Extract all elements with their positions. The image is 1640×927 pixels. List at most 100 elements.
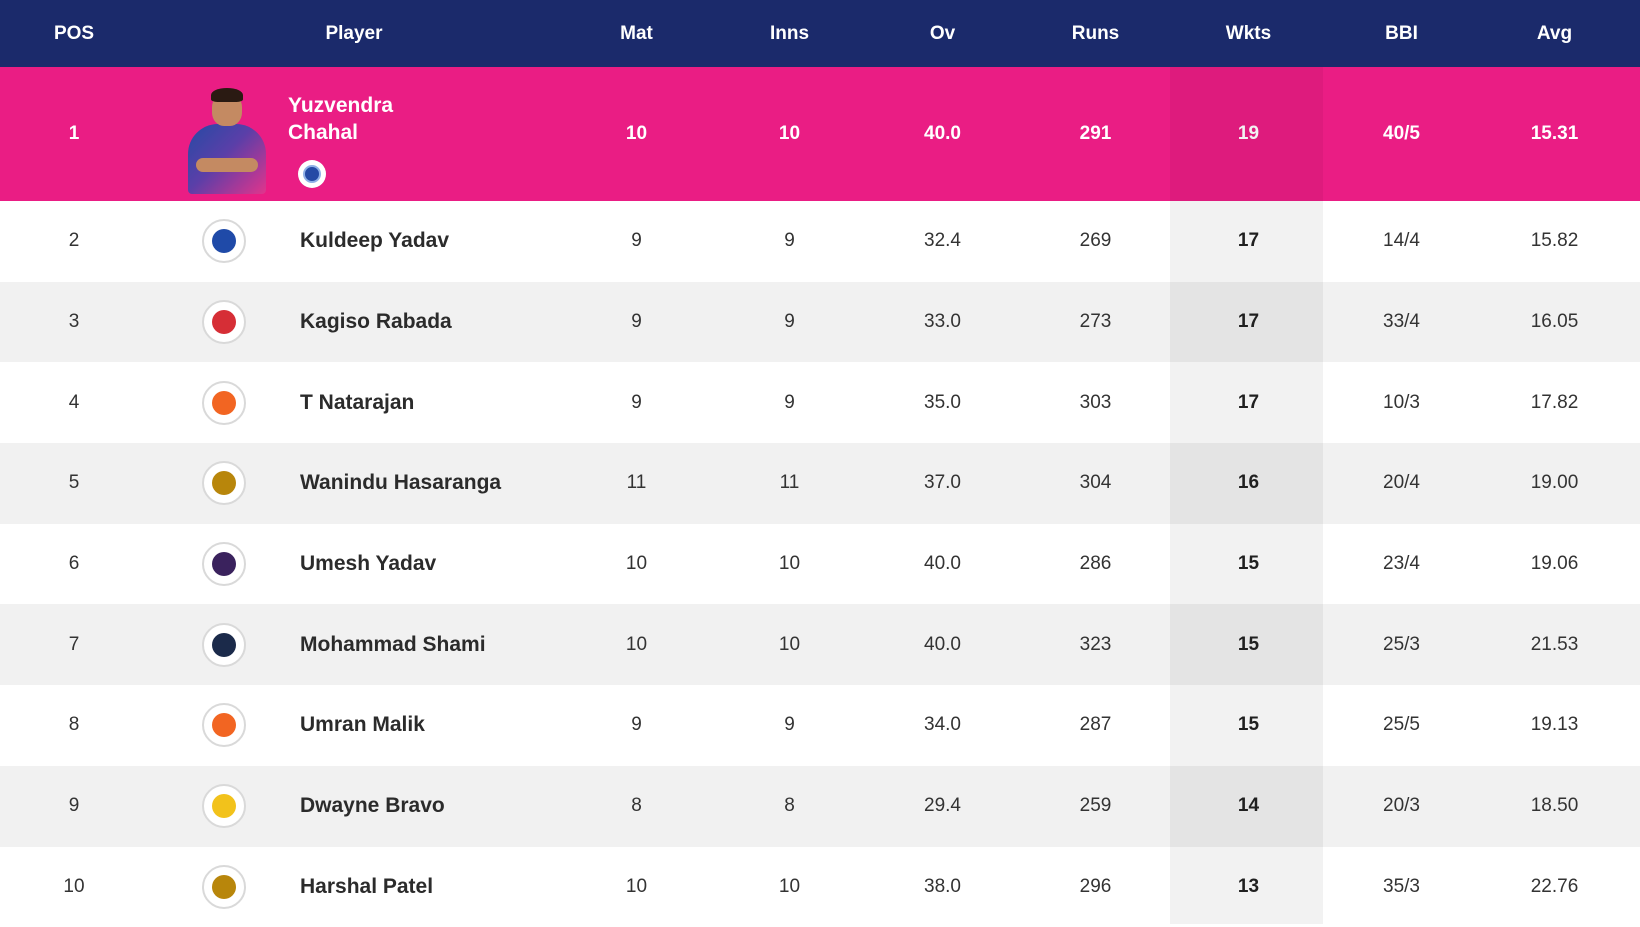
row-bbi: 25/5 xyxy=(1325,714,1478,736)
player-name[interactable]: Dwayne Bravo xyxy=(300,794,445,818)
delhi-capitals-logo-icon xyxy=(202,219,246,263)
row-inns: 9 xyxy=(713,230,866,252)
row-ov: 40.0 xyxy=(866,553,1019,575)
row-inns: 10 xyxy=(713,634,866,656)
chennai-super-kings-logo-icon xyxy=(202,784,246,828)
row-ov: 38.0 xyxy=(866,876,1019,898)
row-pos: 4 xyxy=(0,392,148,414)
player-name[interactable]: Mohammad Shami xyxy=(300,633,486,657)
row-inns: 9 xyxy=(713,311,866,333)
row-bbi: 40/5 xyxy=(1325,123,1478,145)
row-wkts: 17 xyxy=(1172,311,1325,333)
header-ov[interactable]: Ov xyxy=(866,23,1019,45)
row-mat: 8 xyxy=(560,795,713,817)
player-name[interactable]: Wanindu Hasaranga xyxy=(300,471,501,495)
row-mat: 9 xyxy=(560,714,713,736)
header-avg[interactable]: Avg xyxy=(1478,23,1631,45)
player-photo-icon xyxy=(178,74,278,194)
row-avg: 16.05 xyxy=(1478,311,1631,333)
row-player: Umran Malik xyxy=(148,703,560,747)
player-name[interactable]: Umesh Yadav xyxy=(300,552,436,576)
row-player: Harshal Patel xyxy=(148,865,560,909)
row-runs: 259 xyxy=(1019,795,1172,817)
row-wkts: 16 xyxy=(1172,472,1325,494)
row-pos: 2 xyxy=(0,230,148,252)
row-mat: 9 xyxy=(560,392,713,414)
row-runs: 296 xyxy=(1019,876,1172,898)
row-runs: 291 xyxy=(1019,123,1172,145)
header-wkts[interactable]: Wkts xyxy=(1172,23,1325,45)
row-wkts: 15 xyxy=(1172,553,1325,575)
player-name[interactable]: Yuzvendra Chahal xyxy=(288,92,393,146)
row-avg: 15.31 xyxy=(1478,123,1631,145)
row-pos: 9 xyxy=(0,795,148,817)
row-ov: 37.0 xyxy=(866,472,1019,494)
row-pos: 7 xyxy=(0,634,148,656)
row-ov: 40.0 xyxy=(866,123,1019,145)
row-ov: 35.0 xyxy=(866,392,1019,414)
row-bbi: 14/4 xyxy=(1325,230,1478,252)
row-runs: 287 xyxy=(1019,714,1172,736)
player-name[interactable]: Harshal Patel xyxy=(300,875,433,899)
header-mat[interactable]: Mat xyxy=(560,23,713,45)
row-ov: 34.0 xyxy=(866,714,1019,736)
row-pos: 1 xyxy=(0,123,148,145)
row-ov: 29.4 xyxy=(866,795,1019,817)
row-avg: 17.82 xyxy=(1478,392,1631,414)
row-avg: 19.00 xyxy=(1478,472,1631,494)
row-mat: 9 xyxy=(560,311,713,333)
table-header: POS Player Mat Inns Ov Runs Wkts BBI Avg xyxy=(0,0,1640,67)
row-bbi: 20/4 xyxy=(1325,472,1478,494)
row-bbi: 23/4 xyxy=(1325,553,1478,575)
punjab-kings-logo-icon xyxy=(202,300,246,344)
row-player: T Natarajan xyxy=(148,381,560,425)
row-ov: 40.0 xyxy=(866,634,1019,656)
row-runs: 323 xyxy=(1019,634,1172,656)
leader-row[interactable]: 1 Yuzvendra Chahal 10 10 40.0 291 19 40/… xyxy=(0,67,1640,201)
row-runs: 273 xyxy=(1019,311,1172,333)
header-bbi[interactable]: BBI xyxy=(1325,23,1478,45)
royal-challengers-bangalore-logo-icon xyxy=(202,865,246,909)
row-player: Kagiso Rabada xyxy=(148,300,560,344)
row-inns: 10 xyxy=(713,553,866,575)
player-name[interactable]: Kagiso Rabada xyxy=(300,310,452,334)
header-player[interactable]: Player xyxy=(148,23,560,45)
row-player: Kuldeep Yadav xyxy=(148,219,560,263)
gujarat-titans-logo-icon xyxy=(202,623,246,667)
row-wkts: 14 xyxy=(1172,795,1325,817)
row-ov: 32.4 xyxy=(866,230,1019,252)
rajasthan-royals-logo-icon xyxy=(298,160,326,188)
row-mat: 10 xyxy=(560,553,713,575)
row-wkts: 17 xyxy=(1172,392,1325,414)
row-ov: 33.0 xyxy=(866,311,1019,333)
row-bbi: 20/3 xyxy=(1325,795,1478,817)
row-pos: 5 xyxy=(0,472,148,494)
row-player: Umesh Yadav xyxy=(148,542,560,586)
row-avg: 15.82 xyxy=(1478,230,1631,252)
header-inns[interactable]: Inns xyxy=(713,23,866,45)
player-name[interactable]: Kuldeep Yadav xyxy=(300,229,449,253)
row-avg: 22.76 xyxy=(1478,876,1631,898)
row-avg: 21.53 xyxy=(1478,634,1631,656)
row-mat: 11 xyxy=(560,472,713,494)
row-inns: 8 xyxy=(713,795,866,817)
row-inns: 9 xyxy=(713,714,866,736)
header-pos[interactable]: POS xyxy=(0,23,148,45)
row-runs: 304 xyxy=(1019,472,1172,494)
player-name[interactable]: Umran Malik xyxy=(300,713,425,737)
row-player: Dwayne Bravo xyxy=(148,784,560,828)
row-inns: 9 xyxy=(713,392,866,414)
player-name[interactable]: T Natarajan xyxy=(300,391,414,415)
row-inns: 10 xyxy=(713,876,866,898)
header-runs[interactable]: Runs xyxy=(1019,23,1172,45)
